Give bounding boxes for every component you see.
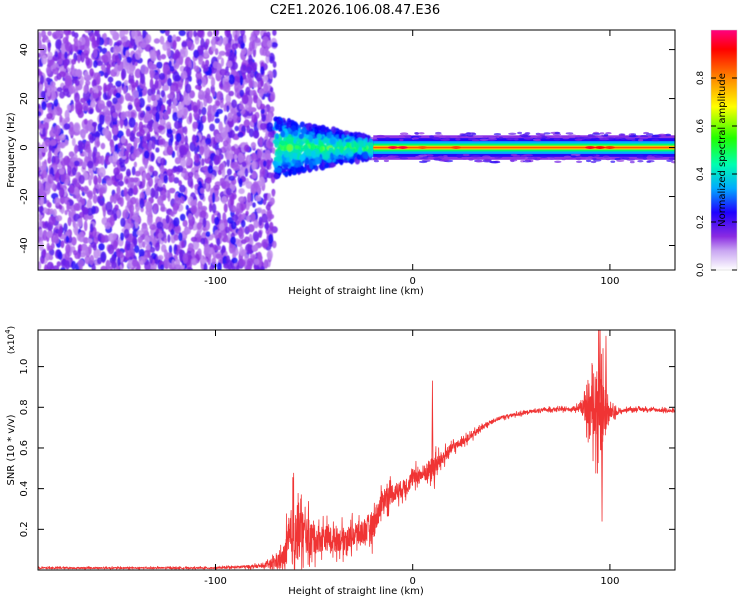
chart-title: C2E1.2026.106.08.47.E36 [270,3,440,18]
spectrogram-panel: -100 0 100 -40 -20 0 20 40 Height of straight … [6,29,676,297]
colorbar-tick-label: 0.4 [696,167,706,182]
colorbar: 0.0 0.2 0.4 0.6 0.8 Normalized spectral ampl… [696,29,738,278]
x-tick-label: 0 [410,276,416,287]
snr-x-ticks: -100 0 100 [204,330,619,587]
svg-text:(x104): (x104) [4,326,17,354]
y-tick-label: 0.2 [19,521,30,537]
snr-y-ticks: 0.2 0.4 0.6 0.8 1.0 [19,359,675,537]
y-tick-label: 0.8 [19,399,30,415]
snr-panel: -100 0 100 0.2 0.4 0.6 0.8 1.0 Height of strai… [4,326,676,597]
snr-line [38,330,675,570]
snr-x-label: Height of straight line (km) [288,586,424,597]
x-tick-label: -100 [204,276,227,287]
spectrogram-x-ticks: -100 0 100 [204,30,619,287]
colorbar-tick-label: 0.2 [696,215,706,229]
colorbar-label: Normalized spectral amplitude [717,73,728,227]
y-tick-label: 0.4 [19,481,30,497]
y-tick-label: 1.0 [19,359,30,375]
y-tick-label: 0.6 [19,440,30,456]
snr-frame [37,329,676,571]
y-tick-label: 0 [19,144,30,150]
y-tick-label: 40 [19,43,30,56]
x-tick-label: 0 [410,576,416,587]
colorbar-ticks: 0.0 0.2 0.4 0.6 0.8 [696,71,737,278]
snr-y-label: SNR (10 * v/v) [6,414,17,485]
x-tick-label: 100 [600,576,619,587]
colorbar-tick-label: 0.0 [696,263,706,278]
spectrogram-heatmap [38,30,675,270]
colorbar-gradient [710,29,738,271]
spectrogram-x-label: Height of straight line (km) [288,286,424,297]
snr-y-multiplier: (x104) [4,326,17,354]
spectrogram-y-label: Frequency (Hz) [6,112,17,188]
x-tick-label: 100 [600,276,619,287]
x-tick-label: -100 [204,576,227,587]
snr-series-line [38,330,675,570]
spectrogram-frame [37,29,676,271]
colorbar-tick-label: 0.6 [696,119,706,134]
y-tick-label: 20 [19,92,30,105]
spectrogram-y-ticks: -40 -20 0 20 40 [19,43,675,254]
colorbar-tick-label: 0.8 [696,71,706,86]
y-tick-label: -20 [19,188,30,204]
y-tick-label: -40 [19,237,30,253]
